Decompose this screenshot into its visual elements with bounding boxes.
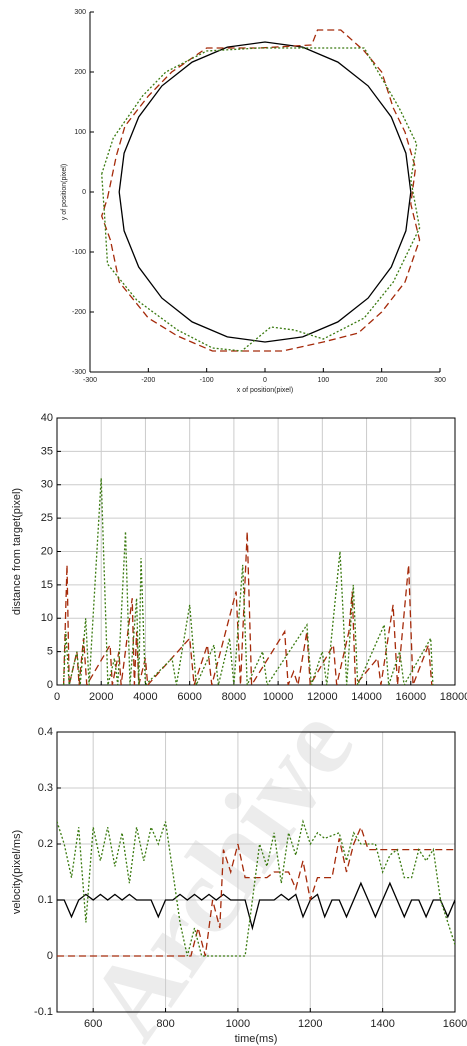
x-tick-label: 200: [376, 377, 388, 384]
x-tick-label: 10000: [263, 691, 294, 703]
x-tick-label: 100: [317, 377, 329, 384]
x-tick-label: -100: [200, 377, 214, 384]
x-tick-label: 1000: [226, 1018, 250, 1030]
x-tick-label: -300: [83, 377, 97, 384]
chart: -0.1 0 0.1 0.2 0.3 0.4 600 800 1000 1200 1400 1600 t…: [11, 726, 467, 1045]
y-tick-label: 25: [41, 512, 53, 524]
x-tick-label: 1200: [298, 1018, 322, 1030]
x-tick-label: 16000: [395, 691, 426, 703]
x-tick-label: 8000: [222, 691, 246, 703]
x-tick-label: 300: [434, 377, 446, 384]
y-tick-label: -0.1: [34, 1006, 53, 1018]
x-tick-label: 800: [156, 1018, 174, 1030]
plot-frame: [56, 417, 456, 686]
x-tick-label: 1600: [443, 1018, 467, 1030]
series-line: [101, 47, 421, 352]
y-tick-label: 15: [41, 579, 53, 591]
x-axis-label: x of position(pixel): [237, 387, 293, 394]
x-tick-label: 6000: [177, 691, 201, 703]
x-tick-label: -200: [141, 377, 155, 384]
y-axis-label: velocity(pixel/ms): [11, 830, 23, 914]
x-tick-label: 4000: [133, 691, 157, 703]
series-line: [57, 881, 455, 931]
y-tick-label: 0.4: [38, 726, 53, 738]
series-line: [62, 531, 433, 685]
series-line: [101, 29, 421, 352]
y-tick-label: 0.1: [38, 894, 53, 906]
series-line: [118, 41, 412, 343]
y-tick-label: 100: [74, 129, 86, 136]
y-tick-label: 30: [41, 479, 53, 491]
watermark: Archive: [64, 686, 377, 1046]
y-tick-label: 200: [74, 69, 86, 76]
x-tick-label: 2000: [89, 691, 113, 703]
y-tick-label: 0: [47, 679, 53, 691]
y-tick-label: -300: [72, 369, 86, 376]
x-tick-label: 12000: [307, 691, 338, 703]
series-line: [62, 478, 434, 685]
x-tick-label: 0: [54, 691, 60, 703]
x-tick-label: 600: [84, 1018, 102, 1030]
y-tick-label: 0: [47, 950, 53, 962]
series-line: [57, 819, 455, 957]
x-tick-label: 1400: [370, 1018, 394, 1030]
y-tick-label: 0.3: [38, 782, 53, 794]
x-axis-label: time(ms): [235, 1033, 278, 1045]
y-tick-label: 0.2: [38, 838, 53, 850]
y-tick-label: 35: [41, 445, 53, 457]
x-tick-label: 18000: [440, 691, 467, 703]
y-tick-label: 10: [41, 612, 53, 624]
y-tick-label: 0: [82, 189, 86, 196]
chart: 0 5 10 15 20 25 30 35 40 0 2000 4000 6000 8000 10000 12…: [11, 412, 467, 703]
chart: -300 -200 -100 0 100 200 300 -300 -200 -100 0 100 20…: [61, 9, 446, 394]
y-axis-label: y of position(pixel): [61, 164, 68, 220]
y-tick-label: -100: [72, 249, 86, 256]
y-tick-label: 300: [74, 9, 86, 16]
y-tick-label: 5: [47, 646, 53, 658]
plot-frame: [56, 731, 456, 1013]
y-tick-label: 40: [41, 412, 53, 424]
y-tick-label: -200: [72, 309, 86, 316]
y-tick-label: 20: [41, 545, 53, 557]
x-tick-label: 0: [263, 377, 267, 384]
x-tick-label: 14000: [351, 691, 382, 703]
y-axis-label: distance from target(pixel): [11, 488, 23, 615]
